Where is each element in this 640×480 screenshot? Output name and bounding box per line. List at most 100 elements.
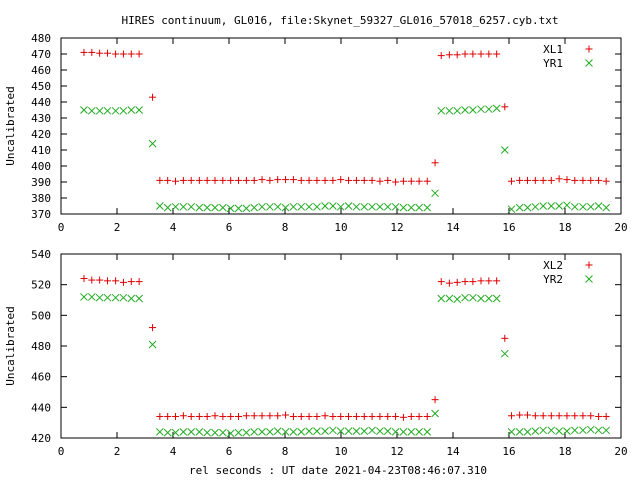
data-point [87,106,96,115]
data-point [321,202,329,210]
data-point [163,428,172,437]
legend-label: XL1 [543,43,563,56]
data-point [563,427,571,435]
data-point [119,293,128,302]
legend-marker [585,275,593,283]
data-point [352,427,361,435]
data-point [555,427,563,435]
data-point [195,203,204,212]
data-point [172,177,180,185]
data-point [313,413,321,421]
data-point [135,294,143,303]
data-point [431,396,439,404]
data-point [461,293,469,302]
y-tick-label: 420 [31,432,51,445]
data-point [155,428,164,436]
chart-title: HIRES continuum, GL016, file:Skynet_5932… [121,14,558,27]
data-point [135,278,143,286]
data-point [179,428,188,436]
data-point [368,176,376,184]
data-point [337,413,345,421]
y-tick-label: 480 [31,32,51,45]
data-point [179,202,188,211]
data-point [250,176,258,184]
data-point [187,428,196,436]
data-point [266,412,274,420]
data-point [523,428,532,436]
data-point [313,427,321,435]
data-point [203,203,212,212]
data-point [111,106,120,115]
data-point [258,202,266,211]
data-point [281,203,290,212]
data-point [563,412,571,420]
y-tick-label: 470 [31,48,51,61]
data-point [445,294,454,303]
data-point [281,428,290,436]
data-point [595,413,603,421]
data-point [119,50,127,58]
data-point [579,426,587,435]
y-tick-label: 460 [31,371,51,384]
data-point [594,202,603,210]
data-point [96,49,104,57]
data-point [423,428,432,436]
data-point [329,202,337,210]
y-tick-label: 450 [31,80,51,93]
y-tick-label: 430 [31,112,51,125]
x-tick-label: 2 [114,445,121,458]
data-point [195,176,203,184]
data-point [477,277,485,285]
data-point [547,202,556,210]
data-point [391,428,400,436]
y-tick-label: 520 [31,279,51,292]
data-point [88,276,96,284]
data-point [376,427,384,435]
data-point [445,279,453,287]
data-point [437,294,446,303]
data-point [297,428,306,436]
data-point [321,412,329,420]
data-point [135,50,143,58]
data-point [570,202,579,211]
y-tick-label: 400 [31,160,51,173]
data-point [391,202,400,211]
data-point [376,202,384,211]
data-point [172,413,180,421]
data-point [492,104,501,113]
data-point [469,50,477,58]
data-point [297,413,305,421]
data-point [586,425,595,434]
data-point [531,202,540,211]
data-point [469,278,477,286]
data-point [407,413,415,421]
x-axis-label: rel seconds : UT date 2021-04-23T08:46:0… [189,464,487,477]
x-tick-label: 16 [502,445,515,458]
data-point [399,177,407,185]
data-point [461,50,469,58]
data-point [531,412,539,420]
data-point [547,426,556,435]
data-point [571,412,579,420]
data-point [234,204,243,213]
data-point [531,427,540,435]
data-point [415,203,423,212]
data-point [211,428,219,437]
data-point [539,412,547,420]
data-point [266,176,274,184]
data-point [119,278,127,286]
data-point [415,413,423,421]
data-point [80,275,88,283]
data-point [579,412,587,420]
data-point [227,413,235,421]
data-point [171,428,180,437]
data-point [500,146,509,154]
data-point [579,202,587,211]
x-tick-label: 16 [502,221,515,234]
legend-marker [585,261,593,269]
data-point [203,428,212,437]
data-point [423,413,431,421]
data-point [484,294,493,303]
data-point [219,176,227,184]
data-point [187,413,195,421]
